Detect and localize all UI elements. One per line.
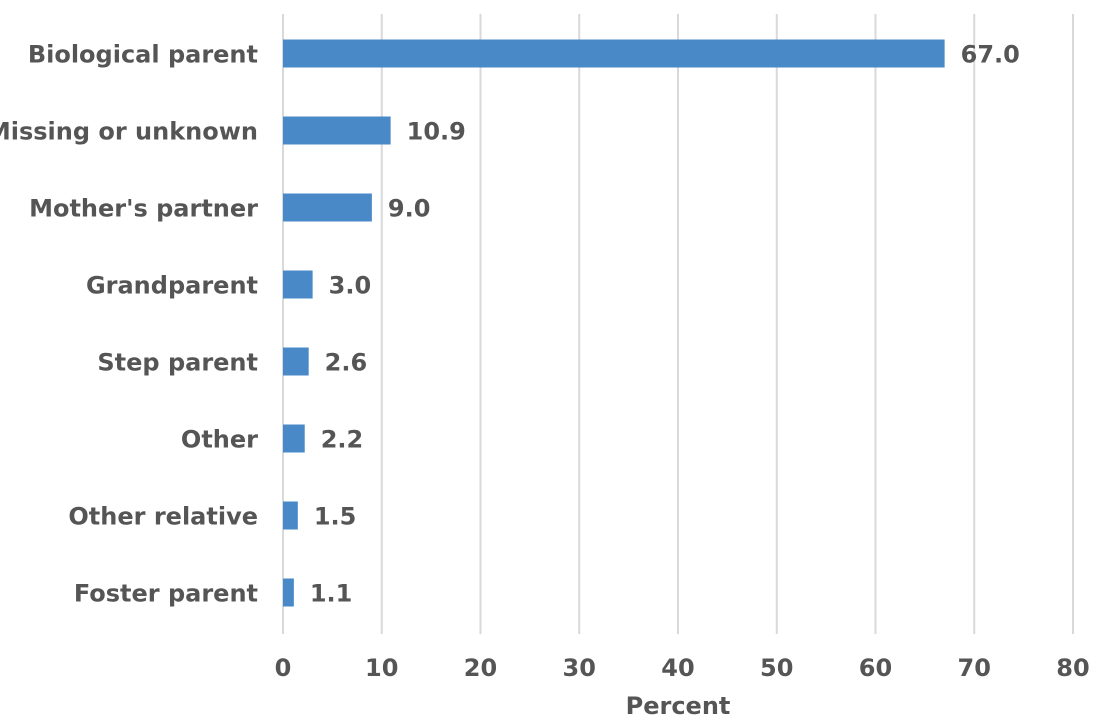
data-label: 1.1 [310,580,353,608]
category-labels: Biological parent Missing or unknown Mothe… [0,41,258,608]
data-label: 1.5 [314,503,357,531]
data-label: 10.9 [407,118,466,146]
data-label: 3.0 [329,272,372,300]
category-label: Other [181,426,258,454]
category-label: Mother's partner [29,195,258,223]
data-label: 2.2 [321,426,364,454]
category-label: Foster parent [74,580,258,608]
gridlines [282,14,1074,634]
x-tick-label: 50 [760,654,793,682]
x-tick-labels: 0 10 20 30 40 50 60 70 80 [275,654,1090,682]
x-tick-label: 30 [563,654,596,682]
bar [283,424,305,453]
x-tick-label: 0 [275,654,292,682]
bar [283,270,313,299]
x-tick-label: 40 [661,654,694,682]
data-label: 9.0 [388,195,431,223]
data-label: 67.0 [961,41,1020,69]
category-label: Biological parent [28,41,258,69]
bars [283,39,945,607]
data-labels: 67.0 10.9 9.0 3.0 2.6 2.2 1.5 1.1 [310,41,1020,608]
bar [283,578,294,607]
bar [283,39,945,68]
x-tick-label: 20 [464,654,497,682]
bar [283,193,372,222]
x-axis-title: Percent [626,692,731,715]
category-label: Step parent [97,349,258,377]
x-tick-label: 60 [859,654,892,682]
bar [283,501,298,530]
bar [283,116,391,145]
bar [283,347,309,376]
data-label: 2.6 [325,349,368,377]
category-label: Other relative [68,503,258,531]
category-label: Missing or unknown [0,118,258,146]
category-label: Grandparent [86,272,258,300]
x-tick-label: 70 [958,654,991,682]
x-tick-label: 80 [1056,654,1089,682]
x-tick-label: 10 [365,654,398,682]
